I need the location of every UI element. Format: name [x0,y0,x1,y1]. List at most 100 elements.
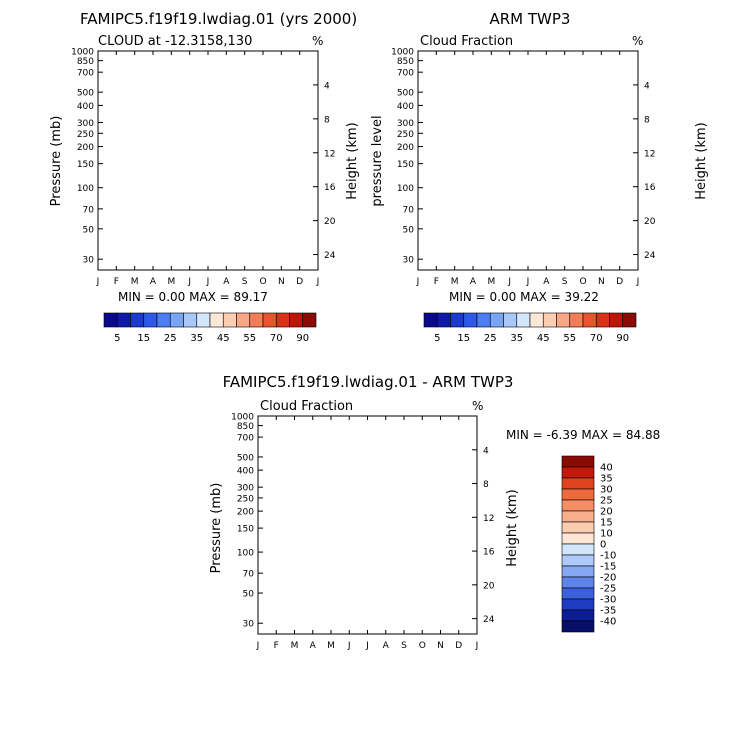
panel-obs-stats: MIN = 0.00 MAX = 39.22 [449,290,599,304]
x-tick-label: D [296,277,303,287]
colorbar-swatch [516,312,531,328]
colorbar-swatch [582,312,597,328]
panel-model-y2label: Height (km) [345,122,360,199]
x-tick-label: A [223,277,230,287]
y-tick-label: 1000 [71,48,94,58]
y-tick-label: 70 [83,205,95,215]
x-tick-label: A [543,277,550,287]
y-tick-label: 250 [397,130,414,140]
panel-model-colorbar: 5 15 25 35 45 55 70 90 [103,312,317,344]
panel-model-plot: J F M A M J J A S O N D J305070100150200250300400500… [71,48,336,288]
panel-diff: FAMIPC5.f19f19.lwdiag.01 - ARM TWP3 Clou… [209,373,660,651]
x-tick-label: J [636,277,640,287]
y-tick-label: 70 [403,205,415,215]
colorbar-label: 35 [510,333,523,344]
colorbar-label: 45 [217,333,230,344]
colorbar-swatch [275,312,290,328]
colorbar-label: 25 [164,333,177,344]
x-tick-label: S [562,277,568,287]
x-tick-label: A [150,277,157,287]
colorbar-label: 90 [616,333,629,344]
y2-tick-label: 8 [644,115,650,125]
x-tick-label: S [242,277,248,287]
colorbar-label: 90 [296,333,309,344]
panel-model-title: FAMIPC5.f19f19.lwdiag.01 (yrs 2000) [80,10,357,28]
plot-background [98,51,318,270]
x-tick-label: F [434,277,439,287]
panel-obs-colorbar: 5 15 25 35 45 55 70 90 [423,312,637,344]
panel-model-units: % [312,34,323,48]
colorbar-swatch [302,312,317,328]
y-tick-label: 200 [397,143,414,153]
colorbar-swatch [169,312,184,328]
panel-diff-units: % [472,399,483,413]
x-tick-label: J [526,277,530,287]
y-tick-label: 1000 [391,48,414,58]
x-tick-label: M [487,277,495,287]
colorbar-label: 45 [537,333,550,344]
colorbar-swatch [143,312,158,328]
y2-tick-label: 4 [644,81,650,91]
colorbar-label: 35 [190,333,203,344]
y2-tick-label: 16 [644,183,656,193]
y-tick-label: 30 [83,256,95,266]
panel-obs-title: ARM TWP3 [490,10,571,28]
plot-background [418,51,638,270]
y-tick-label: 700 [397,69,414,79]
colorbar-swatch [569,312,584,328]
colorbar-swatch [262,312,277,328]
colorbar-swatch [289,312,304,328]
colorbar-label: 70 [590,333,603,344]
panel-diff-title: FAMIPC5.f19f19.lwdiag.01 - ARM TWP3 [223,373,514,391]
colorbar-swatch [436,312,451,328]
colorbar-swatch [423,312,438,328]
x-tick-label: J [206,277,210,287]
x-tick-label: N [278,277,285,287]
x-tick-label: J [507,277,511,287]
x-tick-label: J [416,277,420,287]
colorbar-swatch [542,312,557,328]
colorbar-swatch [156,312,171,328]
colorbar-swatch [249,312,264,328]
y-tick-label: 250 [77,130,94,140]
colorbar-swatch [183,312,198,328]
colorbar-swatch [209,312,224,328]
colorbar-swatch [463,312,478,328]
y2-tick-label: 4 [324,81,330,91]
x-tick-label: M [167,277,175,287]
colorbar-swatch [609,312,624,328]
x-tick-label: J [187,277,191,287]
y-tick-label: 200 [77,143,94,153]
panel-diff-subtitle: Cloud Fraction [260,399,353,414]
y2-tick-label: 12 [324,149,335,159]
y-tick-label: 150 [77,160,94,170]
y-tick-label: 300 [77,119,94,129]
colorbar-swatch [450,312,465,328]
y-tick-label: 850 [397,57,414,67]
y-tick-label: 30 [403,256,415,266]
colorbar-swatch [556,312,571,328]
x-tick-label: J [316,277,320,287]
y-tick-label: 300 [397,119,414,129]
x-tick-label: M [131,277,139,287]
x-tick-label: M [451,277,459,287]
y-tick-label: 500 [77,89,94,99]
panel-obs-y2label: Height (km) [694,122,709,199]
x-tick-label: D [616,277,623,287]
x-tick-label: J [96,277,100,287]
colorbar-swatch [236,312,251,328]
colorbar-label: 15 [457,333,470,344]
x-tick-label: A [470,277,477,287]
y2-tick-label: 8 [324,115,330,125]
y2-tick-label: 16 [324,183,336,193]
x-tick-label: O [579,277,586,287]
y-tick-label: 400 [77,102,94,112]
y-tick-label: 50 [403,225,415,235]
colorbar-label: 70 [270,333,283,344]
y-tick-label: 700 [77,69,94,79]
panel-obs-plot: J F M A M J J A S O N D J305070100150200250300400500… [391,48,656,288]
panel-obs-subtitle: Cloud Fraction [420,34,513,49]
colorbar-swatch [595,312,610,328]
colorbar-swatch [103,312,118,328]
